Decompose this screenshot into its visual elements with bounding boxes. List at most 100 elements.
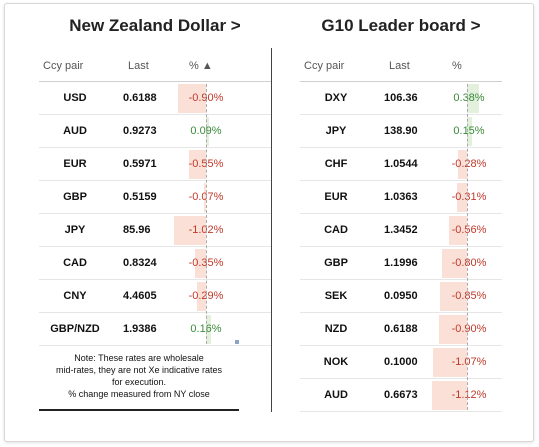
table-row[interactable]: EUR 0.5971 -0.55%	[39, 148, 271, 181]
last-cell: 1.9386	[123, 323, 157, 335]
note-line: for execution.	[111, 377, 167, 387]
pair-cell: SEK	[324, 290, 348, 302]
row-divider	[300, 279, 502, 280]
last-cell: 1.0544	[384, 158, 418, 170]
change-bar	[194, 249, 206, 278]
row-divider	[39, 279, 271, 280]
g10-panel-title-link[interactable]: G10 Leader board >	[321, 16, 481, 35]
last-cell: 0.5971	[123, 158, 157, 170]
col-head-last: Last	[389, 60, 410, 72]
change-bar	[188, 150, 206, 179]
change-pct-cell: -0.35%	[188, 257, 224, 269]
resize-corner-icon	[235, 340, 239, 344]
table-row[interactable]: GBP 1.1996 -0.80%	[300, 247, 502, 280]
rates-note: Note: These rates are wholesale mid-rate…	[39, 352, 239, 400]
change-bar	[206, 315, 212, 344]
col-head-pair: Ccy pair	[304, 60, 345, 72]
header-divider	[39, 81, 271, 82]
row-divider	[300, 114, 502, 115]
change-bar	[177, 84, 206, 113]
row-divider	[39, 147, 271, 148]
pair-cell: JPY	[325, 125, 347, 137]
panel-divider	[271, 48, 272, 412]
row-divider	[39, 180, 271, 181]
last-cell: 106.36	[384, 92, 418, 104]
table-row[interactable]: CAD 1.3452 -0.56%	[300, 214, 502, 247]
change-bar	[203, 183, 206, 212]
col-head-pct-sort[interactable]: %	[452, 60, 462, 72]
last-cell: 0.8324	[123, 257, 157, 269]
row-divider	[300, 345, 502, 346]
last-cell: 1.1996	[384, 257, 418, 269]
last-cell: 0.6188	[123, 92, 157, 104]
change-pct-cell: -0.31%	[451, 191, 487, 203]
change-bar	[431, 381, 467, 410]
col-head-pct-sort[interactable]: % ▲	[189, 60, 213, 72]
pair-cell: EUR	[324, 191, 348, 203]
change-pct-cell: -0.90%	[451, 323, 487, 335]
change-pct-cell: -0.56%	[451, 224, 487, 236]
table-row[interactable]: CAD 0.8324 -0.35%	[39, 247, 271, 280]
table-row[interactable]: AUD 0.9273 0.09%	[39, 115, 271, 148]
change-pct-cell: 0.09%	[190, 125, 222, 137]
change-pct-cell: -1.07%	[451, 356, 487, 368]
nzd-panel-title-link[interactable]: New Zealand Dollar >	[69, 16, 241, 35]
table-row[interactable]: NZD 0.6188 -0.90%	[300, 313, 502, 346]
change-pct-cell: -0.80%	[451, 257, 487, 269]
last-cell: 4.4605	[123, 290, 157, 302]
row-divider	[300, 147, 502, 148]
table-row[interactable]: CHF 1.0544 -0.28%	[300, 148, 502, 181]
table-row[interactable]: USD 0.6188 -0.90%	[39, 82, 271, 115]
table-row[interactable]: CNY 4.4605 -0.29%	[39, 280, 271, 313]
change-bar	[440, 282, 467, 311]
header-divider	[300, 81, 502, 82]
last-cell: 0.5159	[123, 191, 157, 203]
table-row[interactable]: NOK 0.1000 -1.07%	[300, 346, 502, 379]
zero-line	[206, 84, 207, 344]
fx-widget: New Zealand Dollar > Ccy pair Last % ▲ U…	[4, 3, 534, 442]
change-pct-cell: -0.85%	[451, 290, 487, 302]
change-pct-cell: -1.02%	[188, 224, 224, 236]
table-row[interactable]: GBP 0.5159 -0.07%	[39, 181, 271, 214]
change-pct-cell: -0.90%	[188, 92, 224, 104]
change-pct-cell: -0.55%	[188, 158, 224, 170]
pair-cell: GBP	[63, 191, 87, 203]
pair-cell: CAD	[324, 224, 348, 236]
row-divider	[300, 411, 502, 412]
change-bar	[441, 249, 467, 278]
pair-cell: CNY	[63, 290, 87, 302]
pair-cell: AUD	[324, 389, 348, 401]
last-cell: 0.9273	[123, 125, 157, 137]
row-divider	[300, 312, 502, 313]
row-divider	[300, 246, 502, 247]
table-row[interactable]: DXY 106.36 0.38%	[300, 82, 502, 115]
last-cell: 0.0950	[384, 290, 418, 302]
table-row[interactable]: JPY 138.90 0.15%	[300, 115, 502, 148]
pair-cell: CHF	[324, 158, 348, 170]
change-pct-cell: -0.28%	[451, 158, 487, 170]
last-cell: 138.90	[384, 125, 418, 137]
change-bar	[458, 150, 467, 179]
row-divider	[300, 180, 502, 181]
pair-cell: USD	[63, 92, 87, 104]
change-bar	[433, 348, 467, 377]
change-bar	[196, 282, 206, 311]
change-bar	[449, 216, 467, 245]
table-row[interactable]: SEK 0.0950 -0.85%	[300, 280, 502, 313]
zero-line	[467, 84, 468, 410]
pair-cell: GBP	[324, 257, 348, 269]
row-divider	[39, 213, 271, 214]
note-line: % change measured from NY close	[68, 389, 210, 399]
last-cell: 0.6188	[384, 323, 418, 335]
row-divider	[300, 378, 502, 379]
pair-cell: NOK	[323, 356, 349, 368]
note-line: mid-rates, they are not Xe indicative ra…	[55, 365, 223, 375]
row-divider	[39, 246, 271, 247]
table-row[interactable]: JPY 85.96 -1.02%	[39, 214, 271, 247]
row-divider	[39, 312, 271, 313]
table-row[interactable]: EUR 1.0363 -0.31%	[300, 181, 502, 214]
table-row[interactable]: AUD 0.6673 -1.12%	[300, 379, 502, 412]
pair-cell: JPY	[64, 224, 86, 236]
change-pct-cell: 0.15%	[453, 125, 485, 137]
table-row[interactable]: GBP/NZD 1.9386 0.16%	[39, 313, 271, 346]
